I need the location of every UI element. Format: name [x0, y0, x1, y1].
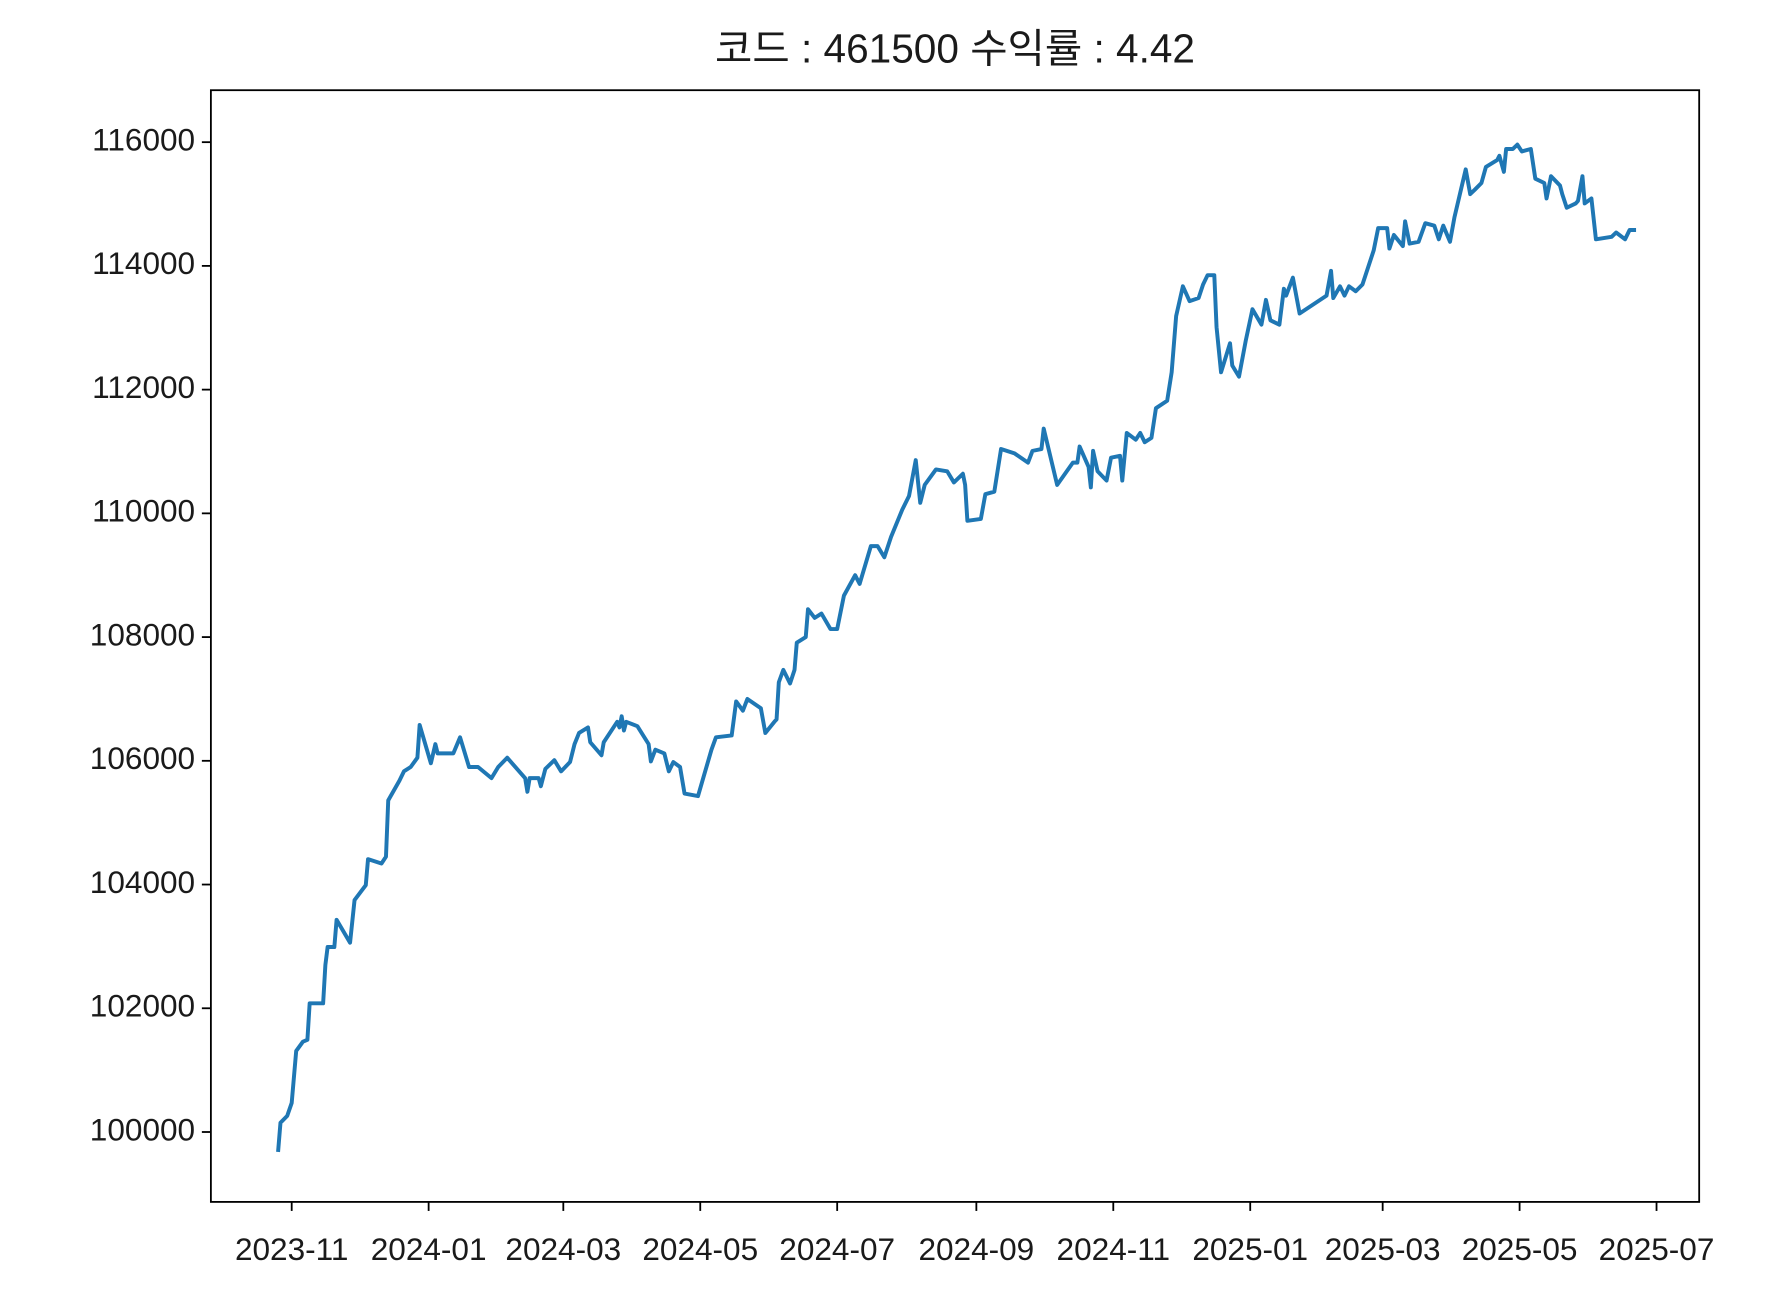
y-tick-label: 116000 — [92, 122, 195, 158]
plot-frame — [209, 89, 1701, 1203]
chart-title: 코드 : 461500 수익률 : 4.42 — [715, 26, 1195, 72]
y-tick-label: 102000 — [90, 988, 195, 1024]
y-tick-label: 104000 — [90, 864, 195, 900]
price-line — [276, 142, 1637, 1153]
x-tick-label: 2025-01 — [1192, 1231, 1308, 1267]
y-tick-label: 106000 — [90, 740, 195, 776]
x-tick-label: 2024-07 — [779, 1231, 895, 1267]
x-tick-label: 2024-05 — [642, 1231, 758, 1267]
y-tick-label: 112000 — [92, 369, 195, 405]
x-tick-label: 2023-11 — [235, 1231, 348, 1267]
x-tick-label: 2025-07 — [1599, 1231, 1715, 1267]
y-tick-label: 110000 — [92, 493, 195, 529]
x-tick-label: 2024-03 — [505, 1231, 621, 1267]
x-tick-label: 2024-09 — [918, 1231, 1034, 1267]
y-tick-label: 114000 — [92, 245, 195, 281]
y-tick-label: 108000 — [90, 616, 195, 652]
x-tick-label: 2025-03 — [1325, 1231, 1441, 1267]
x-tick-label: 2025-05 — [1462, 1231, 1578, 1267]
x-tick-label: 2024-01 — [371, 1231, 487, 1267]
x-tick-label: 2024-11 — [1057, 1231, 1170, 1267]
y-tick-label: 100000 — [90, 1111, 195, 1147]
